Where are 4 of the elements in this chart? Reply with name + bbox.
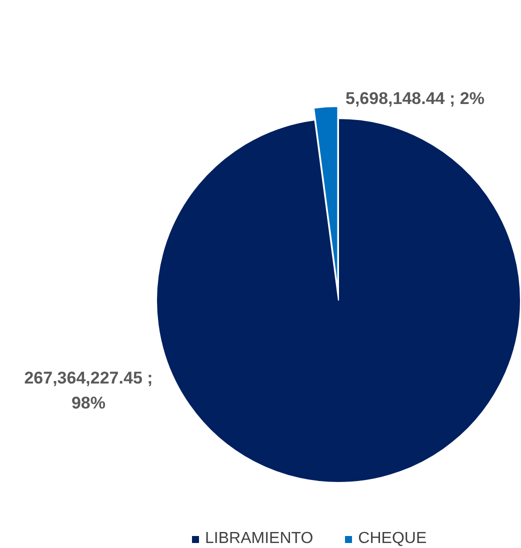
data-label: 5,698,148.44 ; 2%	[346, 89, 484, 108]
data-label: 267,364,227.45 ; 98%	[24, 368, 153, 412]
legend-label: LIBRAMIENTO	[205, 530, 314, 548]
legend-label: CHEQUE	[358, 530, 427, 548]
